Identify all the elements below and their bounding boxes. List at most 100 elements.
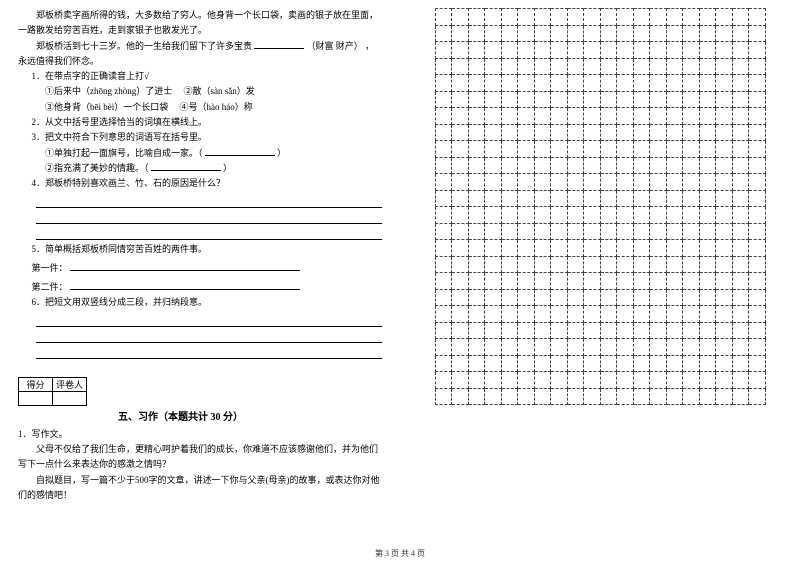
grid-cell[interactable] — [551, 240, 568, 257]
grid-cell[interactable] — [666, 9, 683, 26]
grid-cell[interactable] — [699, 190, 716, 207]
grid-cell[interactable] — [452, 25, 469, 42]
grid-cell[interactable] — [666, 207, 683, 224]
grid-cell[interactable] — [435, 240, 452, 257]
grid-cell[interactable] — [518, 174, 535, 191]
grid-cell[interactable] — [617, 174, 634, 191]
grid-cell[interactable] — [435, 58, 452, 75]
grid-cell[interactable] — [452, 355, 469, 372]
grid-cell[interactable] — [666, 339, 683, 356]
grid-cell[interactable] — [732, 339, 749, 356]
grid-cell[interactable] — [683, 190, 700, 207]
grid-cell[interactable] — [584, 289, 601, 306]
grid-cell[interactable] — [584, 388, 601, 405]
grid-cell[interactable] — [518, 157, 535, 174]
grid-cell[interactable] — [650, 223, 667, 240]
grid-cell[interactable] — [452, 322, 469, 339]
grid-cell[interactable] — [468, 9, 485, 26]
grid-cell[interactable] — [501, 174, 518, 191]
grid-cell[interactable] — [716, 273, 733, 290]
grid-cell[interactable] — [501, 75, 518, 92]
grid-cell[interactable] — [617, 355, 634, 372]
grid-cell[interactable] — [732, 306, 749, 323]
grid-cell[interactable] — [584, 141, 601, 158]
grid-cell[interactable] — [600, 306, 617, 323]
grid-cell[interactable] — [501, 91, 518, 108]
grid-cell[interactable] — [732, 190, 749, 207]
grid-cell[interactable] — [435, 322, 452, 339]
grid-cell[interactable] — [518, 190, 535, 207]
grid-cell[interactable] — [501, 25, 518, 42]
grid-cell[interactable] — [518, 273, 535, 290]
grid-cell[interactable] — [716, 25, 733, 42]
grid-cell[interactable] — [485, 388, 502, 405]
grid-cell[interactable] — [485, 289, 502, 306]
grid-cell[interactable] — [485, 322, 502, 339]
grid-cell[interactable] — [666, 124, 683, 141]
grid-cell[interactable] — [683, 372, 700, 389]
grid-cell[interactable] — [600, 273, 617, 290]
q4-line2[interactable] — [36, 210, 382, 224]
grid-cell[interactable] — [452, 273, 469, 290]
grid-cell[interactable] — [666, 108, 683, 125]
q5-a-blank[interactable] — [70, 257, 300, 271]
grid-cell[interactable] — [699, 141, 716, 158]
grid-cell[interactable] — [666, 256, 683, 273]
grid-cell[interactable] — [666, 91, 683, 108]
grid-cell[interactable] — [716, 157, 733, 174]
grid-cell[interactable] — [683, 355, 700, 372]
grid-cell[interactable] — [633, 58, 650, 75]
grid-cell[interactable] — [518, 58, 535, 75]
grid-cell[interactable] — [468, 223, 485, 240]
grid-cell[interactable] — [435, 372, 452, 389]
grid-cell[interactable] — [567, 339, 584, 356]
grid-cell[interactable] — [534, 58, 551, 75]
grid-cell[interactable] — [551, 289, 568, 306]
grid-cell[interactable] — [518, 108, 535, 125]
grid-cell[interactable] — [584, 9, 601, 26]
grid-cell[interactable] — [699, 108, 716, 125]
grid-cell[interactable] — [584, 273, 601, 290]
q1-a[interactable]: ①后来中（zhōng zhòng）了进士 — [45, 86, 172, 96]
grid-cell[interactable] — [534, 75, 551, 92]
grid-cell[interactable] — [600, 25, 617, 42]
grid-cell[interactable] — [584, 240, 601, 257]
grid-cell[interactable] — [468, 388, 485, 405]
grid-cell[interactable] — [699, 223, 716, 240]
grid-cell[interactable] — [501, 207, 518, 224]
grid-cell[interactable] — [600, 9, 617, 26]
grid-cell[interactable] — [501, 339, 518, 356]
grid-cell[interactable] — [617, 91, 634, 108]
grid-cell[interactable] — [716, 58, 733, 75]
grid-cell[interactable] — [699, 339, 716, 356]
grid-cell[interactable] — [551, 157, 568, 174]
grid-cell[interactable] — [716, 174, 733, 191]
grid-cell[interactable] — [485, 306, 502, 323]
grid-cell[interactable] — [452, 141, 469, 158]
grid-cell[interactable] — [683, 141, 700, 158]
grid-cell[interactable] — [716, 9, 733, 26]
grid-cell[interactable] — [749, 58, 766, 75]
grid-cell[interactable] — [683, 240, 700, 257]
grid-cell[interactable] — [435, 42, 452, 59]
q4-line3[interactable] — [36, 226, 382, 240]
grid-cell[interactable] — [633, 75, 650, 92]
grid-cell[interactable] — [650, 108, 667, 125]
grid-cell[interactable] — [617, 372, 634, 389]
grid-cell[interactable] — [600, 108, 617, 125]
grid-cell[interactable] — [666, 223, 683, 240]
grid-cell[interactable] — [468, 256, 485, 273]
grid-cell[interactable] — [567, 372, 584, 389]
grid-cell[interactable] — [518, 141, 535, 158]
grid-cell[interactable] — [518, 339, 535, 356]
grid-cell[interactable] — [584, 339, 601, 356]
grid-cell[interactable] — [633, 141, 650, 158]
grid-cell[interactable] — [584, 256, 601, 273]
grid-cell[interactable] — [468, 240, 485, 257]
grid-cell[interactable] — [501, 322, 518, 339]
grid-cell[interactable] — [666, 75, 683, 92]
grid-cell[interactable] — [534, 240, 551, 257]
grid-cell[interactable] — [567, 289, 584, 306]
q3-b-blank[interactable] — [151, 170, 221, 171]
grid-cell[interactable] — [650, 339, 667, 356]
